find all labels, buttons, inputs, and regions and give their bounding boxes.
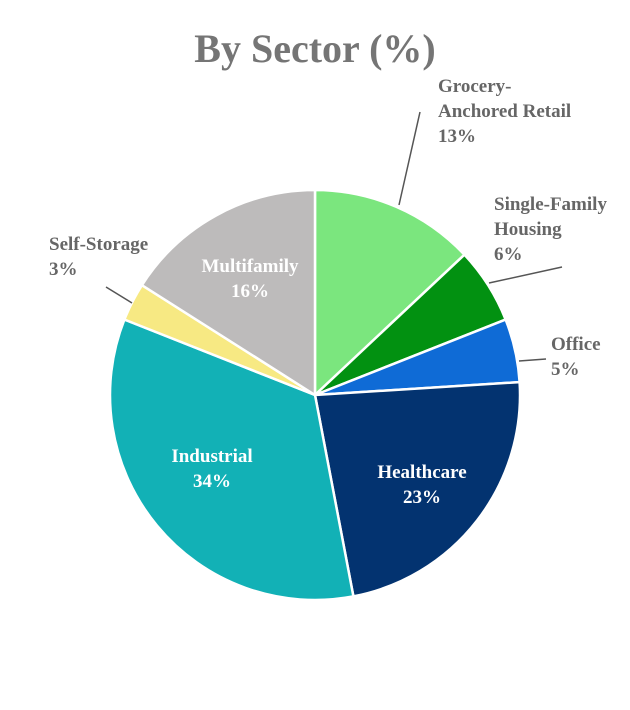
slice-label-office: Office 5% (551, 334, 601, 380)
leader-line-single-family-housing (488, 266, 563, 284)
slice-label-grocery-anchored-retail: Grocery-Anchored Retail 13% (438, 76, 571, 147)
slice-label-single-family-housing: Single-Family Housing 6% (494, 194, 607, 265)
pie-slices (108, 188, 522, 602)
leader-line-grocery-anchored-retail (398, 111, 421, 206)
slice-label-healthcare: Healthcare 23% (377, 462, 466, 508)
leader-lines (105, 111, 563, 362)
leader-line-self-storage (105, 286, 133, 304)
slice-label-industrial: Industrial 34% (171, 446, 252, 492)
slice-labels: Grocery-Anchored Retail 13% Single-Family H… (49, 76, 607, 508)
pie-slice-grocery-anchored-retail (313, 188, 467, 398)
leader-line-office (518, 358, 547, 362)
pie-slice-healthcare (313, 380, 522, 598)
slice-label-multifamily: Multifamily 16% (201, 256, 299, 302)
pie-slice-multifamily (140, 188, 317, 398)
pie-slice-industrial (108, 317, 355, 602)
chart-title: By Sector (%) (194, 26, 435, 71)
slice-label-self-storage: Self-Storage 3% (49, 234, 148, 280)
